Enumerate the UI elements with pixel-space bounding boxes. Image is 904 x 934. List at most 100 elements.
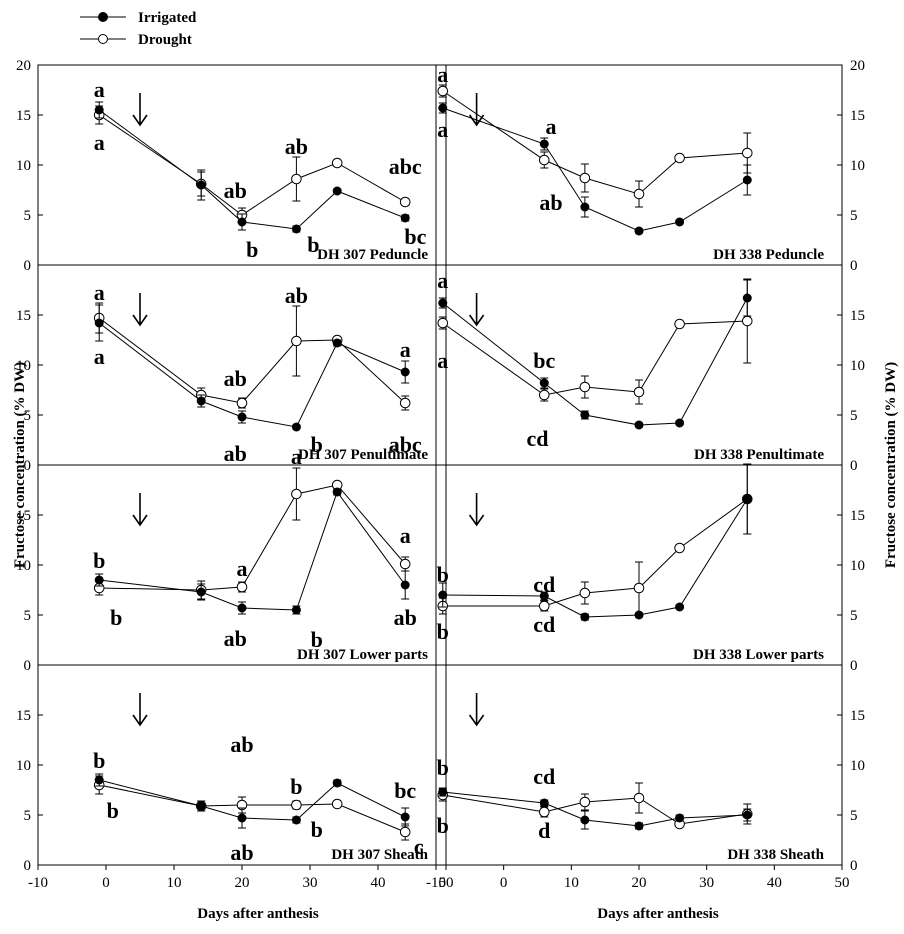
legend-drought-marker <box>98 34 108 44</box>
drought-point <box>579 172 591 184</box>
y-tick-label: 0 <box>850 858 858 874</box>
significance-label: b <box>311 817 323 842</box>
drought-point <box>399 397 411 409</box>
irrigated-point <box>196 801 206 811</box>
x-tick-label: 20 <box>235 875 250 891</box>
panel-title: DH 338 Sheath <box>727 847 824 863</box>
y-tick-label: 5 <box>24 208 32 224</box>
x-tick-label: 30 <box>699 875 714 891</box>
drought-series-line <box>99 484 406 591</box>
irrigated-point <box>291 815 301 825</box>
significance-label: ab <box>230 732 253 757</box>
drought-point <box>291 173 302 185</box>
significance-label: a <box>437 268 448 293</box>
drought-point <box>538 600 550 612</box>
panel-title: DH 307 Penultimate <box>298 447 428 463</box>
drought-series-line <box>442 90 748 195</box>
drought-arrow-head <box>132 714 148 727</box>
significance-label: b <box>110 605 122 630</box>
significance-label: cd <box>533 612 555 637</box>
significance-label: a <box>546 114 557 139</box>
significance-label: cd <box>533 572 555 597</box>
y-tick-label: 10 <box>16 758 31 774</box>
significance-label: a <box>94 280 105 305</box>
irrigated-series-line <box>98 322 406 428</box>
x-tick-label: 50 <box>439 875 454 891</box>
significance-label: a <box>437 62 448 87</box>
drought-point <box>399 558 411 570</box>
significance-label: ab <box>285 283 308 308</box>
x-tick-label: -10 <box>28 875 48 891</box>
panel-title: DH 307 Sheath <box>331 847 428 863</box>
panel-title: DH 338 Lower parts <box>693 647 824 663</box>
y-tick-label: 5 <box>850 208 858 224</box>
drought-point <box>674 152 685 164</box>
significance-label: b <box>437 755 449 780</box>
significance-label: ab <box>224 178 247 203</box>
irrigated-point <box>237 603 247 613</box>
y-tick-label: 10 <box>16 558 31 574</box>
significance-label: b <box>290 774 302 799</box>
y-tick-label: 15 <box>16 708 31 724</box>
legend-drought-label: Drought <box>138 32 192 48</box>
significance-label: ab <box>224 441 247 466</box>
significance-label: cd <box>533 764 555 789</box>
irrigated-point <box>580 612 590 622</box>
irrigated-point <box>675 418 685 428</box>
panel-title: DH 307 Peduncle <box>317 247 428 263</box>
significance-label: bc <box>533 348 555 373</box>
significance-label: b <box>93 548 105 573</box>
y-tick-label: 15 <box>16 508 31 524</box>
significance-label: ab <box>539 190 562 215</box>
irrigated-point <box>400 812 410 822</box>
irrigated-point <box>332 487 342 497</box>
significance-label: b <box>437 619 449 644</box>
irrigated-point <box>634 610 644 620</box>
irrigated-point <box>634 821 644 831</box>
significance-label: ab <box>224 366 247 391</box>
panel-title: DH 338 Penultimate <box>694 447 824 463</box>
irrigated-point <box>196 180 206 190</box>
irrigated-point <box>438 103 448 113</box>
drought-point <box>291 488 302 500</box>
irrigated-point <box>580 202 590 212</box>
significance-label: c <box>414 834 424 859</box>
significance-label: ab <box>224 626 247 651</box>
x-tick-label: 40 <box>767 875 782 891</box>
irrigated-point <box>580 815 590 825</box>
drought-point <box>437 85 449 97</box>
irrigated-point <box>539 798 549 808</box>
y-tick-label: 10 <box>850 758 865 774</box>
y-tick-label: 15 <box>850 508 865 524</box>
y-tick-label: 15 <box>850 108 865 124</box>
significance-label: ab <box>394 605 417 630</box>
panel-8: 0 5 10 15 -10 0 10 20 30 40 50 b b cd d DH 338 Sheath <box>426 664 865 891</box>
drought-arrow-head <box>132 314 148 327</box>
y-tick-label: 10 <box>16 358 31 374</box>
irrigated-point <box>580 410 590 420</box>
drought-arrow-head <box>468 314 485 327</box>
irrigated-point <box>675 602 685 612</box>
significance-label: a <box>291 444 302 469</box>
panel-6: 0 5 10 15 b b cd cd DH 338 Lower parts <box>435 463 865 674</box>
drought-point <box>538 806 550 818</box>
y-tick-label: 5 <box>850 608 858 624</box>
drought-point <box>633 188 645 200</box>
drought-arrow-head <box>132 514 148 527</box>
x-tick-label: 50 <box>835 875 850 891</box>
drought-point <box>579 381 591 393</box>
x-tick-label: 0 <box>102 875 110 891</box>
irrigated-point <box>237 412 247 422</box>
significance-label: ab <box>285 134 308 159</box>
drought-point <box>538 389 550 401</box>
significance-label: a <box>437 348 448 373</box>
irrigated-point <box>94 105 104 115</box>
irrigated-series-line <box>98 109 406 230</box>
significance-label: a <box>94 344 105 369</box>
y-tick-label: 5 <box>850 408 858 424</box>
irrigated-point <box>94 775 104 785</box>
